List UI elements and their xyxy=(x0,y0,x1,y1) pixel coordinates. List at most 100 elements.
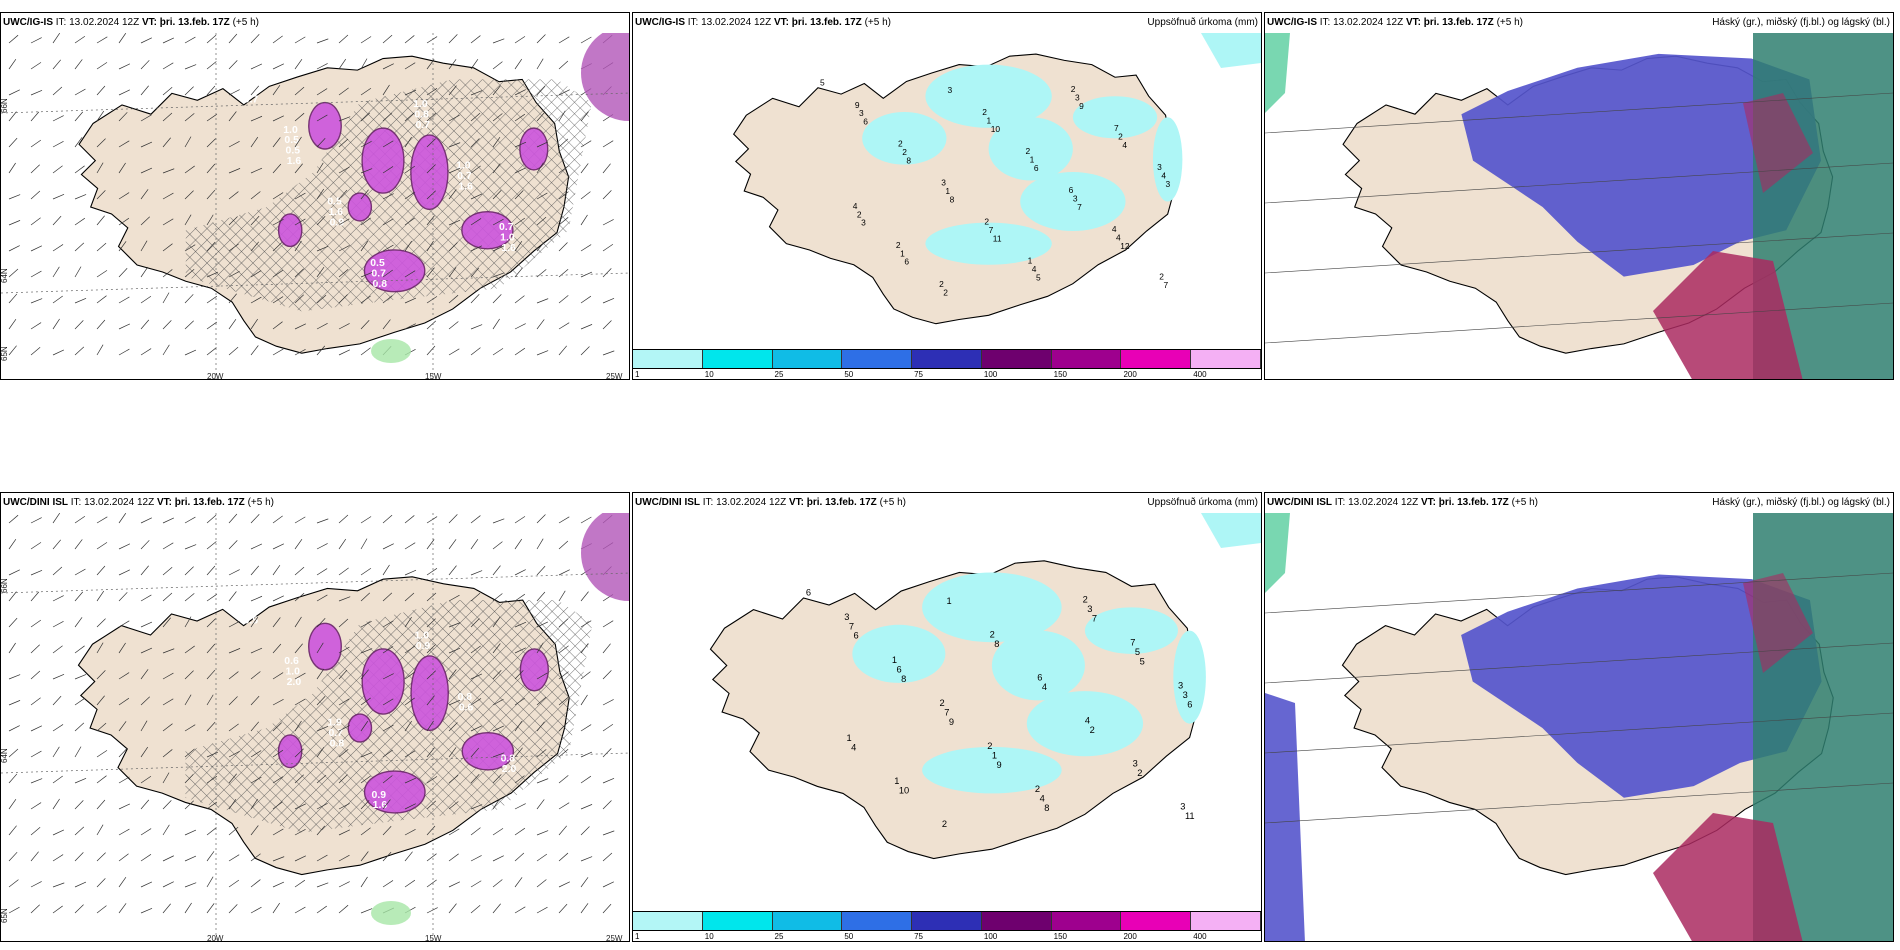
wind-barb xyxy=(140,60,150,70)
wind-barb xyxy=(448,774,459,784)
snow-area-offshore xyxy=(581,513,629,601)
vt-label: VT: xyxy=(156,497,172,508)
wind-barb xyxy=(514,775,525,784)
precip-area xyxy=(852,624,946,683)
region-border xyxy=(1265,782,1893,824)
precip-value-label: 3 xyxy=(1133,759,1138,769)
wind-barb xyxy=(580,804,593,810)
wind-barb xyxy=(316,905,327,914)
colorbar-swatch xyxy=(842,912,913,930)
wind-barb xyxy=(140,908,153,914)
snow-value-label: 1.0 xyxy=(413,99,428,110)
wind-barb xyxy=(470,165,481,174)
precip-value-label: 2 xyxy=(942,819,947,829)
wind-barb xyxy=(558,345,567,356)
wind-barb xyxy=(536,350,549,356)
wind-barb xyxy=(602,830,615,836)
wind-barb xyxy=(514,647,526,654)
map-canvas[interactable]: 5688115943363106712732174324212113429232… xyxy=(633,33,1261,349)
panel-header: UWC/DINI ISL IT: 13.02.2024 12Z VT: þri.… xyxy=(1,493,629,513)
snow-area xyxy=(308,622,342,671)
wind-barb xyxy=(580,694,588,706)
wind-barb xyxy=(360,112,371,122)
wind-barb xyxy=(426,800,437,810)
map-canvas[interactable]: 6689987564101842211767143531122643331222… xyxy=(633,513,1261,911)
wind-barb xyxy=(206,775,218,784)
wind-barb xyxy=(52,775,63,784)
wind-barb xyxy=(602,643,611,654)
wind-barb xyxy=(206,593,218,602)
wind-barb xyxy=(250,514,260,524)
precip-value-label: 3 xyxy=(948,85,953,95)
wind-barb xyxy=(558,775,569,784)
wind-barb xyxy=(272,801,283,810)
wind-barb xyxy=(360,621,372,628)
wind-barb xyxy=(470,138,480,148)
map-canvas[interactable] xyxy=(1265,33,1893,380)
precip-value-label: 6 xyxy=(904,257,909,267)
map-canvas[interactable]: 0.52.00.81.60.90.62.00.61.00.70.91.00.80… xyxy=(1,513,629,942)
wind-barb xyxy=(360,516,372,524)
wind-barb xyxy=(162,824,170,836)
wind-barb xyxy=(162,617,171,628)
wind-barb xyxy=(162,86,173,96)
region-border xyxy=(1265,572,1893,614)
wind-barb xyxy=(184,902,192,914)
wind-barb xyxy=(118,140,130,148)
wind-barb xyxy=(74,617,83,628)
wind-barb xyxy=(426,240,434,252)
wind-barb xyxy=(316,594,328,602)
wind-barb xyxy=(360,272,373,278)
wind-barb xyxy=(492,879,503,888)
forecast-panel-p3: UWC/IG-IS IT: 13.02.2024 12Z VT: þri. 13… xyxy=(1264,12,1894,380)
wind-barb xyxy=(360,347,371,356)
wind-barb xyxy=(448,142,461,148)
wind-barb xyxy=(272,722,282,732)
it-label: IT: xyxy=(1319,17,1331,28)
snow-area xyxy=(461,731,515,771)
wind-barb xyxy=(8,700,21,706)
wind-barb xyxy=(514,113,526,122)
wind-barb xyxy=(118,747,128,758)
wind-barb xyxy=(206,138,216,148)
wind-barb xyxy=(52,59,62,70)
wind-barb xyxy=(184,86,194,96)
wind-barb xyxy=(162,137,171,148)
wind-barb xyxy=(426,59,435,70)
wind-barb xyxy=(448,294,459,304)
precip-value-label: 10 xyxy=(899,785,909,795)
wind-barb xyxy=(272,35,283,44)
wind-barb xyxy=(162,542,174,550)
wind-barb xyxy=(338,567,349,576)
wind-barb xyxy=(536,853,548,862)
wind-barb xyxy=(514,516,526,524)
wind-barb xyxy=(96,750,108,758)
wind-barb xyxy=(294,192,306,200)
wind-barb xyxy=(514,803,526,810)
vt-value: þri. 13.feb. 17Z xyxy=(806,497,877,508)
rain-area xyxy=(371,901,411,925)
low-cloud-area-west xyxy=(1265,693,1305,941)
wind-barb xyxy=(272,84,281,96)
snow-area xyxy=(361,127,405,194)
wind-barb xyxy=(492,518,505,524)
colorbar-tick: 1 xyxy=(635,932,640,941)
wind-barb xyxy=(8,538,17,550)
wind-barb xyxy=(338,87,349,96)
wind-barb xyxy=(558,697,569,706)
wind-barb xyxy=(536,721,545,732)
wind-barb xyxy=(140,828,152,836)
precip-value-label: 1 xyxy=(992,751,997,761)
wind-barb xyxy=(338,803,350,810)
wind-barb xyxy=(448,669,457,680)
wind-barb xyxy=(580,643,589,654)
wind-barb xyxy=(360,697,371,706)
wind-barb xyxy=(360,189,369,200)
forecast-panel-p6: UWC/DINI ISL IT: 13.02.2024 12Z VT: þri.… xyxy=(1264,492,1894,942)
vt-label: VT: xyxy=(788,497,804,508)
wind-barb xyxy=(250,241,260,252)
snow-value-label: 0.7 xyxy=(415,120,430,131)
map-canvas[interactable] xyxy=(1265,513,1893,942)
map-canvas[interactable]: 0.71.60.90.80.71.61.60.50.51.60.70.80.71… xyxy=(1,33,629,380)
wind-barb xyxy=(294,906,306,914)
